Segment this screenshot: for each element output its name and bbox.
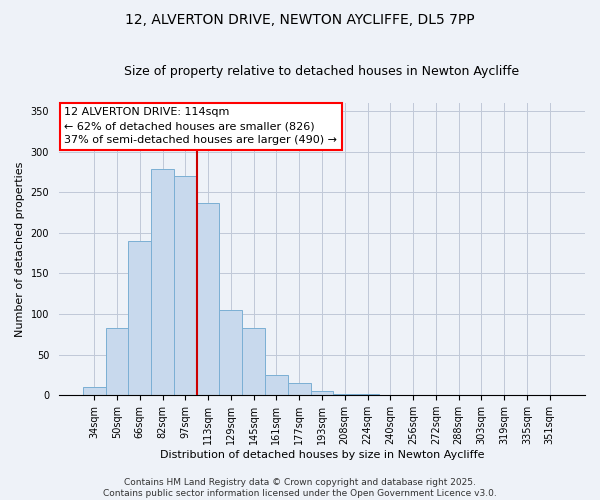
Bar: [265, 375, 288, 395]
Text: 12 ALVERTON DRIVE: 114sqm
← 62% of detached houses are smaller (826)
37% of semi: 12 ALVERTON DRIVE: 114sqm ← 62% of detac…: [64, 107, 337, 145]
Bar: [83, 387, 106, 395]
Bar: [151, 170, 174, 395]
Text: Contains HM Land Registry data © Crown copyright and database right 2025.
Contai: Contains HM Land Registry data © Crown c…: [103, 478, 497, 498]
Text: 12, ALVERTON DRIVE, NEWTON AYCLIFFE, DL5 7PP: 12, ALVERTON DRIVE, NEWTON AYCLIFFE, DL5…: [125, 12, 475, 26]
Bar: [197, 202, 220, 395]
Bar: [356, 394, 379, 395]
Title: Size of property relative to detached houses in Newton Aycliffe: Size of property relative to detached ho…: [124, 65, 520, 78]
Bar: [106, 328, 128, 395]
Bar: [334, 394, 356, 395]
Bar: [311, 391, 334, 395]
Bar: [242, 328, 265, 395]
Bar: [128, 241, 151, 395]
Bar: [288, 383, 311, 395]
X-axis label: Distribution of detached houses by size in Newton Aycliffe: Distribution of detached houses by size …: [160, 450, 484, 460]
Y-axis label: Number of detached properties: Number of detached properties: [15, 162, 25, 336]
Bar: [174, 176, 197, 395]
Bar: [220, 310, 242, 395]
